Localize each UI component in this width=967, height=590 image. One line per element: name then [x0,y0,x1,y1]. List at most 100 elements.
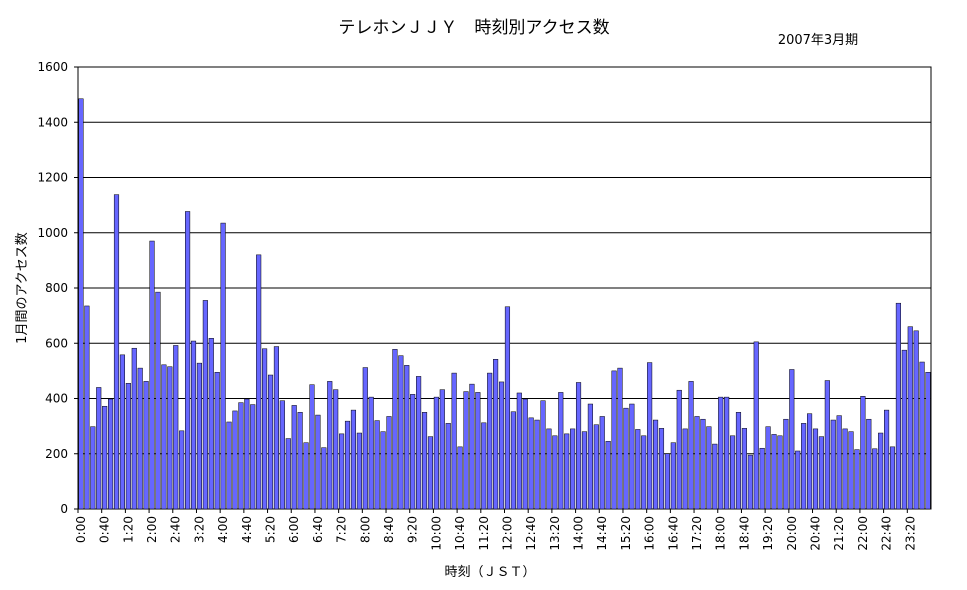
bar [546,428,552,510]
bar [795,450,801,510]
bar [143,381,149,510]
bar [279,400,285,510]
bar [131,347,137,510]
x-tick-label: 6:00 [287,516,301,543]
bar [96,387,102,510]
bar [712,443,718,510]
x-tick-label: 19:20 [761,516,775,551]
bar [658,428,665,510]
bar [504,306,511,510]
x-tick-label: 20:00 [785,516,799,551]
bar [303,442,309,510]
bar [309,384,315,510]
bar [416,376,422,510]
chart-subtitle: 2007年3月期 [778,33,858,48]
bar [700,418,706,510]
bar [706,426,712,510]
bar [599,416,605,510]
bar [830,419,836,510]
bar [629,403,635,510]
bar [818,436,824,510]
bar [208,338,214,510]
bar [570,428,576,510]
bar [670,442,676,510]
bar [812,428,819,510]
bar [605,441,611,510]
bar [439,389,445,510]
bar [463,391,469,510]
bar [753,341,759,510]
y-tick-label: 1400 [37,115,68,129]
bar [339,433,345,510]
bar [356,432,362,510]
bar [427,436,434,510]
gridlines [78,121,931,455]
bar [889,446,896,510]
x-tick-label: 16:40 [666,516,680,551]
x-tick-label: 9:20 [406,516,420,543]
bar [451,372,457,510]
bar [321,447,327,510]
bar [487,372,493,510]
bar [179,430,185,510]
x-tick-label: 15:20 [619,516,633,551]
bar [522,398,528,510]
bar [919,361,925,510]
x-tick-label: 14:40 [595,516,609,551]
bar [741,428,747,510]
bar [315,414,321,510]
bar [647,362,653,510]
x-tick-label: 22:40 [880,516,894,551]
bar [421,412,428,510]
bar [824,380,830,510]
bar [350,409,357,510]
bar [291,405,297,510]
bar [593,424,599,510]
x-tick-label: 10:40 [453,516,467,551]
x-tick-label: 17:20 [690,516,704,551]
x-tick-label: 8:40 [382,516,396,543]
bar [374,420,380,510]
bar [901,349,907,510]
x-tick-label: 2:40 [169,516,183,543]
bar [765,426,771,510]
bar [262,348,268,510]
bar [872,448,878,510]
bar [267,374,274,510]
bar [735,412,742,510]
bar [682,428,688,510]
x-tick-label: 22:00 [856,516,870,551]
bar [552,435,558,510]
chart-title: テレホンＪＪＹ 時刻別アクセス数 [338,18,609,38]
bar [895,302,901,510]
y-axis-title: 1月間のアクセス数 [15,232,30,344]
x-tick-label: 4:40 [240,516,254,543]
bar [801,423,807,510]
bar [137,367,143,510]
bar [173,345,179,510]
x-tick-label: 13:20 [548,516,562,551]
bar [386,416,392,510]
bar [925,372,931,510]
bar [747,454,753,510]
bar [724,396,730,510]
bar [244,398,250,510]
bar [730,435,736,510]
y-tick-label: 1600 [37,60,68,74]
x-tick-label: 3:20 [192,516,206,543]
bar [327,381,333,510]
bar [368,396,374,510]
x-tick-label: 0:00 [74,516,88,543]
x-tick-label: 4:00 [216,516,230,543]
x-tick-label: 2:00 [145,516,159,543]
bar [161,364,167,510]
bar [516,392,522,510]
y-tick-label: 0 [60,502,68,516]
bar [771,434,777,510]
bar [575,382,582,510]
bar [498,381,505,510]
bar [807,413,813,510]
bar [913,330,919,510]
bar [688,381,694,510]
bar [558,392,564,510]
